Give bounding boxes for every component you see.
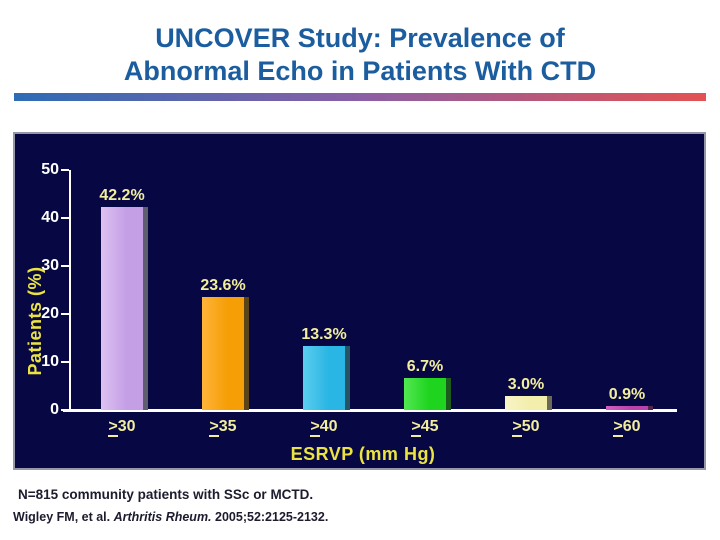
slide-title: UNCOVER Study: Prevalence of Abnormal Ec… <box>123 23 597 86</box>
greater-equal-symbol: > <box>613 418 623 438</box>
x-category-label: >30 <box>77 417 167 438</box>
bar-shadow <box>547 396 552 410</box>
bar-shadow <box>143 207 148 410</box>
bar-value-label: 3.0% <box>507 376 545 393</box>
threshold-value: 60 <box>622 418 641 435</box>
bar-value-label: 13.3% <box>301 326 347 343</box>
citation-authors: Wigley FM, et al. <box>13 510 114 524</box>
threshold-value: 35 <box>218 418 237 435</box>
citation-journal: Arthritis Rheum. <box>113 510 212 524</box>
x-category-label: >45 <box>380 417 470 438</box>
x-category-label: >35 <box>178 417 268 438</box>
threshold-value: 30 <box>117 418 136 435</box>
y-axis-line <box>69 170 71 412</box>
footnote: N=815 community patients with SSc or MCT… <box>18 487 314 502</box>
greater-equal-symbol: > <box>512 418 522 438</box>
y-axis-tick <box>61 361 69 363</box>
citation: Wigley FM, et al. Arthritis Rheum. 2005;… <box>13 510 703 524</box>
threshold-value: 45 <box>420 418 439 435</box>
y-tick-label: 0 <box>50 401 59 418</box>
x-category-label: >60 <box>582 417 672 438</box>
bar-value-label: 0.9% <box>608 386 646 403</box>
greater-equal-symbol: > <box>411 418 421 438</box>
y-axis-tick <box>61 409 69 411</box>
greater-equal-symbol: > <box>108 418 118 438</box>
bar <box>101 207 143 410</box>
title-divider-gradient-bar <box>14 93 706 101</box>
x-axis-line <box>63 409 677 412</box>
y-tick-label: 30 <box>41 257 59 274</box>
chart-panel: Patients (%) 0 10 20 30 40 50 42.2% >30 23.6% >35… <box>13 132 706 470</box>
bar <box>202 297 244 410</box>
y-axis-tick <box>61 217 69 219</box>
bar-value-label: 42.2% <box>99 187 145 204</box>
bar-shadow <box>446 378 451 410</box>
bar-shadow <box>345 346 350 410</box>
greater-equal-symbol: > <box>310 418 320 438</box>
citation-pages: 2005;52:2125-2132. <box>211 510 329 524</box>
x-category-label: >40 <box>279 417 369 438</box>
y-tick-label: 20 <box>41 305 59 322</box>
bar <box>606 406 648 410</box>
y-tick-label: 50 <box>41 161 59 178</box>
bar <box>404 378 446 410</box>
threshold-value: 40 <box>319 418 338 435</box>
y-axis-tick <box>61 265 69 267</box>
threshold-value: 50 <box>521 418 540 435</box>
y-axis-tick <box>61 169 69 171</box>
bar-value-label: 23.6% <box>200 277 246 294</box>
greater-equal-symbol: > <box>209 418 219 438</box>
bar <box>505 396 547 410</box>
y-tick-label: 40 <box>41 209 59 226</box>
bar <box>303 346 345 410</box>
bar-shadow <box>648 406 653 410</box>
x-category-label: >50 <box>481 417 571 438</box>
y-axis-tick <box>61 313 69 315</box>
bar-value-label: 6.7% <box>406 358 444 375</box>
y-tick-label: 10 <box>41 353 59 370</box>
bar-shadow <box>244 297 249 410</box>
x-axis-title: ESRVP (mm Hg) <box>290 444 436 464</box>
